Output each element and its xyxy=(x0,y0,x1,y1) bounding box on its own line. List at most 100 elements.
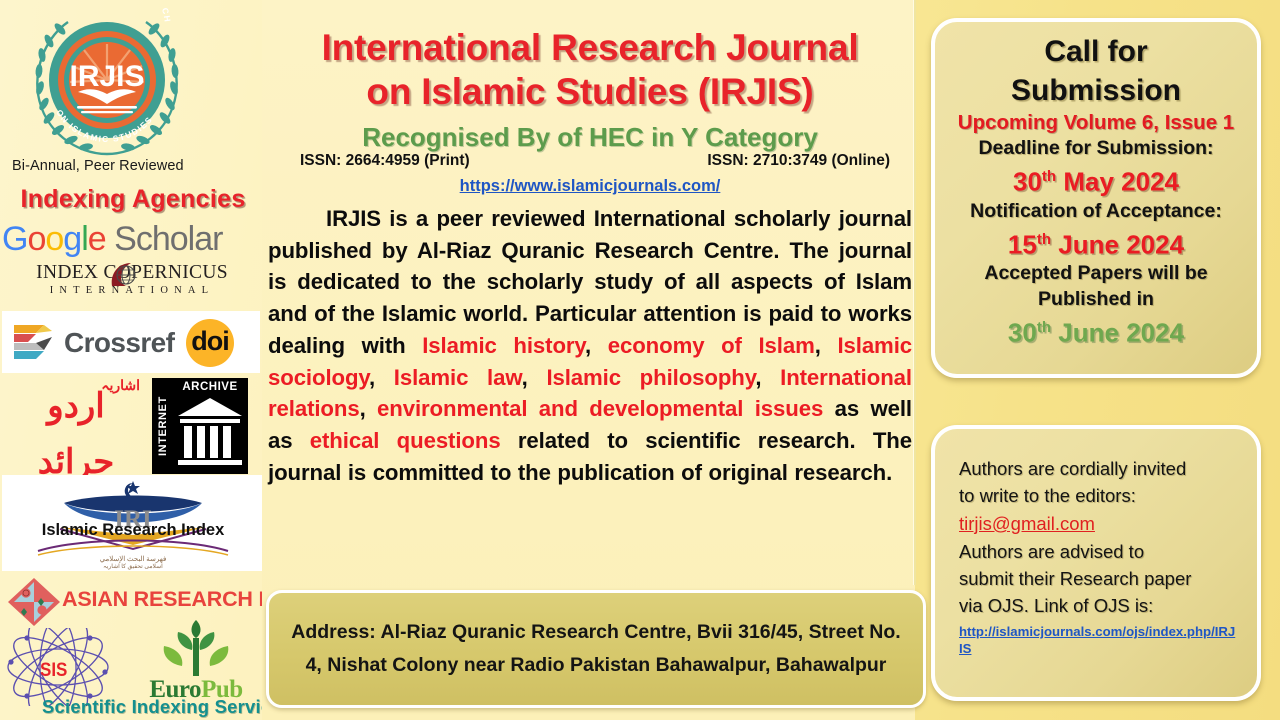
call-for-submission-title: Call for Submission xyxy=(949,32,1243,110)
islamic-research-index-logo[interactable]: IRI Islamic Research Index فهرسة البحث ا… xyxy=(2,475,264,571)
about-segment-6: , xyxy=(755,364,781,390)
about-journal-paragraph: IRJIS is a peer reviewed International s… xyxy=(264,203,916,488)
urdu-jaraid-logo[interactable]: اشاریہ اردو جرائد xyxy=(6,377,146,481)
europub-word-euro: Euro xyxy=(149,676,202,703)
europub-word-pub: Pub xyxy=(201,676,243,703)
published-label-line-2: Published in xyxy=(1038,288,1154,311)
gscholar-letter-o2: o xyxy=(45,220,64,258)
deadline-label: Deadline for Submission: xyxy=(978,137,1214,159)
keyword-islamic-law: Islamic law xyxy=(393,364,522,390)
asian-research-index-logo[interactable]: ASIAN RESEARCH INDEX xyxy=(4,578,323,626)
issn-online: ISSN: 2710:3749 (Online) xyxy=(707,152,890,169)
internet-archive-top-text: ARCHIVE xyxy=(182,381,238,393)
about-segment-1: IRJIS is a peer reviewed International s… xyxy=(268,206,912,358)
doi-badge[interactable]: doi xyxy=(186,319,234,367)
internet-archive-logo[interactable]: INTERNET ARCHIVE xyxy=(152,378,248,474)
authors-line-5: via OJS. Link of OJS is: xyxy=(959,595,1154,616)
europub-wordmark: EuroPub xyxy=(140,676,252,704)
keyword-islamic-philosophy: Islamic philosophy xyxy=(546,364,756,390)
gscholar-letter-g2: g xyxy=(63,220,82,258)
internet-archive-side-text: INTERNET xyxy=(157,396,169,456)
authors-line-1: Authors are cordially invited xyxy=(959,458,1187,479)
notification-label: Notification of Acceptance: xyxy=(970,199,1222,222)
gscholar-letter-o1: o xyxy=(27,220,46,258)
scientific-indexing-services-logo[interactable]: SIS xyxy=(2,628,130,720)
urdu-jaraid-tag: اشاریہ xyxy=(101,377,140,393)
about-segment-8: as well as xyxy=(268,396,912,453)
authors-line-3: Authors are advised to xyxy=(959,541,1145,562)
call-title-line-1: Call for xyxy=(1044,35,1148,68)
keyword-islamic-history: Islamic history xyxy=(422,332,586,358)
copernicus-globe-icon xyxy=(111,263,136,287)
iri-emblem-icon: IRI Islamic Research Index فهرسة البحث ا… xyxy=(37,481,229,570)
published-date: 30th June 2024 xyxy=(949,312,1243,349)
iri-urdu-caption: اسلامی تحقیق کا اشاریہ xyxy=(103,563,163,570)
gscholar-letter-g: G xyxy=(2,220,28,258)
journal-website-link[interactable]: https://www.islamicjournals.com/ xyxy=(459,177,721,195)
address-text: Address: Al-Riaz Quranic Research Centre… xyxy=(291,621,901,676)
europub-logo[interactable]: EuroPub xyxy=(140,620,252,712)
editor-email-link[interactable]: tirjis@gmail.com xyxy=(959,513,1095,534)
notification-date: 15th June 2024 xyxy=(949,224,1243,261)
deadline-ordinal: th xyxy=(1041,168,1057,185)
column-divider xyxy=(913,0,916,585)
authors-line-4: submit their Research paper xyxy=(959,568,1192,589)
internet-archive-temple-icon xyxy=(178,398,242,465)
crossref-mark-icon xyxy=(14,325,52,359)
europub-plant-icon xyxy=(163,620,229,676)
iri-abbr: IRI xyxy=(114,506,152,533)
keyword-islamic-sociology: Islamic sociology xyxy=(268,332,912,390)
about-segment-3: , xyxy=(814,332,838,358)
iri-arabic-caption: فهرسة البحث الإسلامي xyxy=(100,555,167,563)
sis-caption: Scientific Indexing Services xyxy=(42,696,293,717)
irjis-logo: IRJIS INTERNATIONAL RESEARCH JOURNAL ON … xyxy=(22,8,192,160)
sis-atom-icon xyxy=(7,628,109,706)
hec-recognition-label: Recognised By of HEC in Y Category xyxy=(362,122,818,152)
keyword-ethical-questions: ethical questions xyxy=(309,427,501,453)
keyword-international-relations: International relations xyxy=(268,364,912,422)
keyword-economy-of-islam: economy of Islam xyxy=(607,332,815,358)
crossref-logo[interactable]: Crossref doi xyxy=(2,311,260,373)
index-copernicus-logo[interactable]: INDEX COPERNICUS INTERNATIONAL xyxy=(4,262,260,310)
gscholar-letter-e: e xyxy=(87,220,107,258)
about-segment-5: , xyxy=(521,364,547,390)
address-box: Address: Al-Riaz Quranic Research Centre… xyxy=(266,590,926,708)
copernicus-wordmark: INDEX COPERNICUS xyxy=(36,262,228,283)
notification-ordinal: th xyxy=(1036,230,1052,248)
sis-abbr: SIS xyxy=(40,658,68,681)
ari-diamond-icon xyxy=(8,578,60,626)
journal-title-line-2: on Islamic Studies (IRJIS) xyxy=(366,71,814,112)
published-month-year: June 2024 xyxy=(1051,317,1185,348)
gscholar-letter-l: l xyxy=(81,220,89,258)
about-segment-7: , xyxy=(359,396,378,422)
doi-label: doi xyxy=(191,326,230,356)
call-title-line-2: Submission xyxy=(1010,74,1182,107)
irjis-seal-icon: IRJIS INTERNATIONAL RESEARCH JOURNAL ON … xyxy=(22,8,179,156)
upcoming-volume-label: Upcoming Volume 6, Issue 1 xyxy=(957,111,1235,134)
issn-print: ISSN: 2664:4959 (Print) xyxy=(300,152,470,169)
bi-annual-label: Bi-Annual, Peer Reviewed xyxy=(12,158,184,174)
published-label-line-1: Accepted Papers will be xyxy=(984,262,1208,285)
journal-title-line-1: International Research Journal xyxy=(321,27,859,68)
authors-invitation-panel: Authors are cordially invited to write t… xyxy=(931,425,1261,701)
about-segment-9: related to scientific research. The jour… xyxy=(268,427,912,485)
gscholar-word-scholar: Scholar xyxy=(105,220,223,258)
indexing-sidebar: IRJIS INTERNATIONAL RESEARCH JOURNAL ON … xyxy=(0,0,323,720)
about-segment-2: , xyxy=(585,332,608,358)
published-ordinal: th xyxy=(1036,319,1052,337)
notification-day: 15 xyxy=(1007,229,1037,260)
deadline-day: 30 xyxy=(1012,166,1042,197)
ojs-link[interactable]: http://islamicjournals.com/ojs/index.php… xyxy=(959,624,1236,656)
deadline-date: 30th May 2024 xyxy=(949,161,1243,198)
google-scholar-logo[interactable]: Google Scholar xyxy=(2,218,260,260)
urdu-jaraid-label: اردو جرائد xyxy=(37,387,115,481)
iri-label: Islamic Research Index xyxy=(42,521,225,539)
notification-month-year: June 2024 xyxy=(1051,229,1185,260)
copernicus-subtitle: INTERNATIONAL xyxy=(49,285,215,296)
about-segment-4: , xyxy=(369,364,394,390)
authors-line-2: to write to the editors: xyxy=(959,485,1136,506)
published-day: 30 xyxy=(1007,317,1037,348)
keyword-environmental-developmental: environmental and developmental issues xyxy=(377,396,824,422)
journal-title: International Research Journal on Islami… xyxy=(270,26,910,114)
